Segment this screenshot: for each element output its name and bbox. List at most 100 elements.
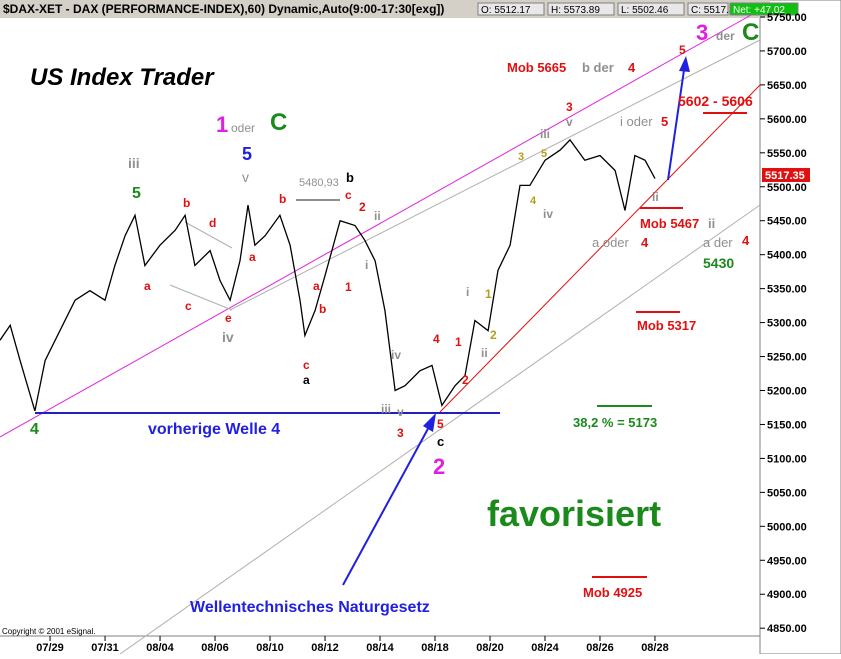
annotation: 2 xyxy=(433,454,445,479)
annotation: b der xyxy=(582,60,614,75)
x-tick-label: 08/14 xyxy=(366,642,394,654)
annotation: iv xyxy=(543,207,553,221)
annotation: c xyxy=(185,299,192,313)
y-tick-label: 5250.00 xyxy=(767,352,807,364)
annotation: 5 xyxy=(437,417,444,431)
annotation: a xyxy=(144,279,151,293)
chart-title: $DAX-XET - DAX (PERFORMANCE-INDEX),60) D… xyxy=(3,2,444,16)
x-tick-label: 07/29 xyxy=(36,642,64,654)
annotation: a xyxy=(249,250,256,264)
annotation: vorherige Welle 4 xyxy=(148,421,280,438)
annotation: 3 xyxy=(696,20,708,45)
trend-line xyxy=(119,204,761,655)
annotation: ii xyxy=(708,216,715,231)
y-tick-label: 5650.00 xyxy=(767,80,807,92)
annotation: Mob 5467 xyxy=(640,216,699,231)
annotation: 3 xyxy=(397,426,404,440)
annotation: 1 xyxy=(455,335,462,349)
arrow-head xyxy=(679,56,690,72)
annotation: 5 xyxy=(132,185,141,202)
annotation: der xyxy=(716,29,735,43)
annotation: i xyxy=(466,285,469,299)
annotation: iii xyxy=(540,127,550,141)
annotation: v xyxy=(397,405,404,419)
stat-box xyxy=(617,2,685,16)
annotation: Mob 5317 xyxy=(637,318,696,333)
annotation: 3 xyxy=(566,100,573,114)
annotation: Mob 5665 xyxy=(507,60,566,75)
annotation: 3 xyxy=(518,151,524,163)
arrow xyxy=(342,424,431,586)
annotation: a xyxy=(303,373,310,387)
y-tick-label: 5200.00 xyxy=(767,385,807,397)
annotation: iv xyxy=(222,329,234,345)
annotation: 5480,93 xyxy=(299,177,339,189)
annotation: 1 xyxy=(485,287,492,301)
last-price-box xyxy=(762,167,810,182)
y-tick-label: 5000.00 xyxy=(767,521,807,533)
annotation: 38,2 % = 5173 xyxy=(573,415,657,430)
annotation: 4 xyxy=(530,195,537,207)
annotation: 2 xyxy=(462,373,469,387)
stat-label: C: 5517.35 xyxy=(691,5,740,16)
annotation: 5602 - 5606 xyxy=(678,93,753,109)
annotation: favorisiert xyxy=(487,493,661,534)
y-tick-label: 4850.00 xyxy=(767,623,807,635)
annotation: ii xyxy=(481,346,488,360)
annotation: 4 xyxy=(628,60,636,75)
last-price-label: 5517.35 xyxy=(765,170,805,182)
y-tick-label: 5100.00 xyxy=(767,453,807,465)
annotation: b xyxy=(183,196,190,210)
annotation: Wellentechnisches Naturgesetz xyxy=(190,599,430,616)
stat-label: L: 5502.46 xyxy=(621,5,669,16)
y-tick-label: 5400.00 xyxy=(767,250,807,262)
annotation: oder xyxy=(231,121,255,135)
x-tick-label: 08/04 xyxy=(146,642,174,654)
annotation: iii xyxy=(128,155,140,171)
x-tick-label: 08/10 xyxy=(256,642,284,654)
annotation: e xyxy=(225,311,232,325)
annotation: b xyxy=(319,302,326,316)
y-tick-label: 4900.00 xyxy=(767,589,807,601)
y-tick-label: 5700.00 xyxy=(767,46,807,58)
arrow xyxy=(667,69,685,181)
annotation: c xyxy=(437,434,444,449)
annotation: 5 xyxy=(679,43,686,57)
trend-line xyxy=(229,39,761,311)
y-tick-label: 5750.00 xyxy=(767,12,807,24)
annotation: 5 xyxy=(541,148,547,160)
y-tick-label: 5550.00 xyxy=(767,148,807,160)
annotation: c xyxy=(303,358,310,372)
stat-box xyxy=(687,2,729,16)
annotation: v xyxy=(566,115,573,129)
y-tick-label: 4950.00 xyxy=(767,555,807,567)
trend-line xyxy=(184,221,233,249)
annotation: US Index Trader xyxy=(30,64,215,91)
x-tick-label: 08/12 xyxy=(311,642,339,654)
y-tick-label: 5050.00 xyxy=(767,487,807,499)
y-tick-label: 5600.00 xyxy=(767,114,807,126)
trend-line xyxy=(439,84,761,413)
annotation: 2 xyxy=(359,200,366,214)
annotation: 4 xyxy=(641,235,649,250)
x-tick-label: 07/31 xyxy=(91,642,119,654)
annotation: c xyxy=(345,188,352,202)
annotation: ii xyxy=(652,190,659,204)
x-tick-label: 08/06 xyxy=(201,642,229,654)
annotation: b xyxy=(279,192,286,206)
annotation: 1 xyxy=(345,280,352,294)
trend-line xyxy=(169,284,233,311)
trend-line xyxy=(0,9,761,438)
annotation: 5 xyxy=(242,144,252,164)
annotation: 2 xyxy=(490,328,497,342)
price-line xyxy=(0,138,656,412)
y-tick-label: 5150.00 xyxy=(767,419,807,431)
y-tick-label: 5500.00 xyxy=(767,182,807,194)
annotation: iii xyxy=(381,402,391,416)
y-tick-label: 5450.00 xyxy=(767,216,807,228)
price-axis-panel xyxy=(759,0,841,655)
annotation: C xyxy=(270,109,287,136)
